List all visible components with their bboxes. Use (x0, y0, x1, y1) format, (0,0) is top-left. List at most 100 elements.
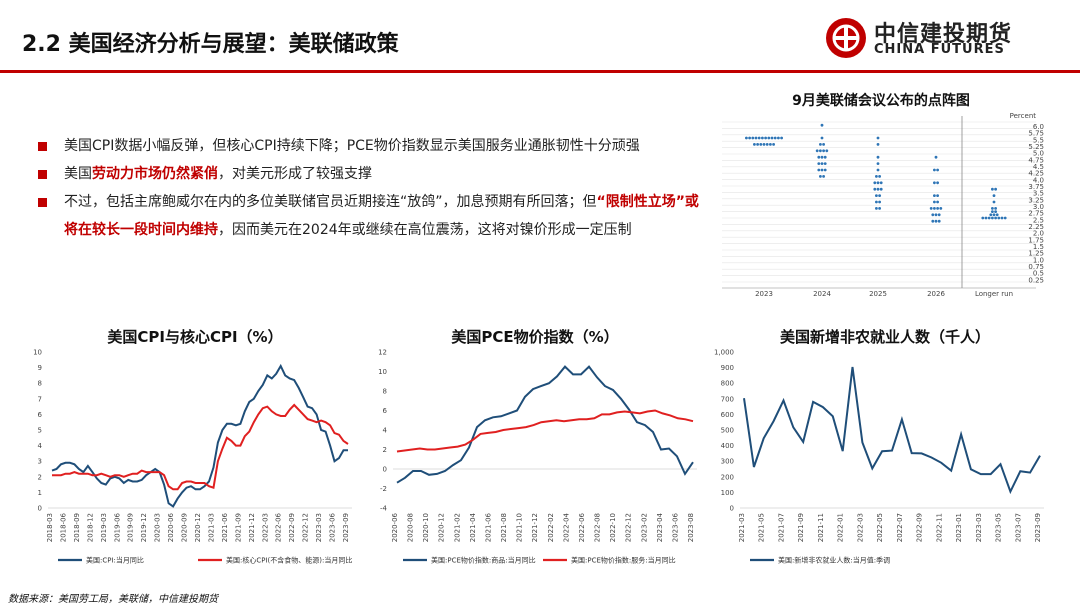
x-tick-label: 2023-03 (315, 513, 323, 542)
dot-plot-dot (931, 219, 935, 223)
x-tick-label: 2019-09 (127, 513, 135, 542)
dot-plot-y-tick: 4.75 (1028, 156, 1044, 164)
dot-plot-dot (984, 216, 988, 220)
y-tick-label: 800 (721, 380, 734, 388)
dot-plot-dot (994, 216, 997, 220)
dot-plot-x-tick: 2025 (869, 290, 887, 298)
dot-plot-dot (933, 194, 936, 197)
dot-plot-y-tick: 1.75 (1028, 236, 1044, 244)
bullet-square-icon (38, 170, 47, 179)
dot-plot-dot (939, 207, 943, 210)
dot-plot-dot (876, 168, 880, 172)
dot-plot-y-tick: 4.5 (1033, 163, 1044, 171)
x-tick-label: 2019-06 (113, 512, 121, 542)
legend-label: 美国:PCE物价指数:商品:当月同比 (431, 556, 536, 565)
dot-plot-dot (878, 175, 881, 178)
highlight-text: “限制性立场”或将在较长一段时间内维持 (64, 194, 699, 238)
y-tick-label: 600 (721, 411, 734, 419)
x-tick-label: 2022-06 (275, 512, 283, 542)
y-tick-label: 300 (721, 458, 734, 466)
bullet-item: 美国CPI数据小幅反弹，但核心CPI持续下降；PCE物价指数显示美国服务业通胀韧… (38, 132, 708, 160)
x-tick-label: 2021-03 (738, 513, 746, 542)
dot-plot-dot (989, 213, 993, 217)
dot-plot-dot (934, 213, 938, 217)
x-tick-label: 2022-11 (935, 513, 943, 542)
dot-plot-dot (997, 216, 1001, 220)
x-tick-label: 2020-09 (181, 513, 189, 542)
dot-plot-dot (764, 136, 767, 140)
dot-plot-dot (754, 136, 758, 140)
dot-plot-dot (748, 136, 751, 140)
x-tick-label: 2022-12 (625, 513, 633, 542)
dot-plot-dot (762, 143, 766, 146)
dot-plot-dot (823, 155, 827, 159)
dot-plot-dot (991, 207, 994, 210)
dot-plot-dot (878, 194, 881, 197)
dot-plot-dot (815, 149, 819, 153)
x-tick-label: 2022-10 (609, 513, 617, 542)
dot-plot-dot (876, 155, 880, 159)
dot-plot-dot (987, 216, 991, 220)
dot-plot-dot (1000, 216, 1004, 220)
dot-plot-dot (936, 207, 939, 210)
dot-plot-dot (817, 168, 821, 172)
dot-plot-dot (822, 149, 825, 153)
y-tick-label: 4 (383, 427, 388, 435)
y-tick-label: -4 (380, 505, 388, 513)
pce-chart: -4 -2 0 2 4 6 8 10 12 2020-06 2020-08 2020-10 2020-1… (378, 349, 697, 565)
dot-plot-dot (825, 149, 829, 153)
y-tick-label: 500 (721, 427, 734, 435)
bullet-text: ，因而美元在2024年或继续在高位震荡，这将对镍价形成一定压制 (218, 222, 632, 238)
dot-plot-dot (933, 168, 936, 172)
y-tick-label: 12 (378, 349, 387, 357)
dot-plot-y-tick: 1.5 (1033, 243, 1044, 251)
dot-plot-dot (770, 136, 774, 140)
dot-plot-dot (823, 168, 827, 172)
dot-plot-dot (876, 181, 880, 185)
dot-plot-dot (995, 213, 999, 217)
x-tick-label: 2023-04 (656, 512, 664, 542)
y-tick-label: 7 (38, 395, 42, 403)
x-tick-label: 2021-07 (777, 513, 785, 542)
dot-plot-dot (981, 216, 985, 220)
y-tick-label: 3 (38, 458, 42, 466)
y-tick-label: 8 (38, 380, 42, 388)
dot-plot-dot (875, 207, 878, 210)
x-tick-label: 2020-06 (391, 512, 399, 542)
y-tick-label: 200 (721, 473, 734, 481)
legend-label: 美国:新增非农就业人数:当月值:季调 (778, 556, 890, 565)
dot-plot-dot (777, 136, 780, 140)
y-tick-label: 10 (378, 368, 387, 376)
y-tick-label: 4 (38, 442, 43, 450)
x-tick-label: 2018-06 (59, 512, 67, 542)
dot-plot-dot (817, 155, 821, 159)
dot-plot-dot (876, 136, 880, 140)
dot-plot-dot (937, 213, 941, 217)
dot-plot: Percent6.05.755.55.255.04.754.54.254.03.… (722, 112, 1044, 298)
dot-plot-dot (745, 136, 748, 140)
dot-plot-y-tick: 5.75 (1028, 130, 1044, 138)
x-tick-label: 2021-02 (453, 513, 461, 542)
dot-plot-dot (820, 168, 824, 172)
dot-plot-dot (936, 168, 939, 172)
dot-plot-dot (772, 143, 775, 146)
x-tick-label: 2022-03 (856, 513, 864, 542)
x-tick-label: 2021-09 (797, 513, 805, 542)
y-tick-label: 2 (383, 446, 387, 454)
x-tick-label: 2022-03 (261, 513, 269, 542)
cpi-chart-title: 美国CPI与核心CPI（%） (107, 328, 283, 346)
x-tick-label: 2021-09 (234, 513, 242, 542)
series-line (396, 409, 694, 453)
dot-plot-y-tick: 3.25 (1028, 196, 1044, 204)
x-tick-label: 2022-02 (547, 513, 555, 542)
dot-plot-dot (931, 213, 935, 217)
x-tick-label: 2023-06 (329, 512, 337, 542)
bullet-text: 不过，包括主席鲍威尔在内的多位美联储官员近期接连“放鸽”，加息预期有所回落；但 (64, 194, 597, 210)
x-tick-label: 2023-03 (975, 513, 983, 542)
bullet-text: 美国 (64, 166, 92, 182)
x-tick-label: 2020-12 (438, 513, 446, 542)
dot-plot-y-tick: 4.0 (1033, 176, 1044, 184)
dot-plot-dot (991, 187, 994, 191)
x-tick-label: 2018-12 (86, 513, 94, 542)
dot-plot-dot (767, 136, 771, 140)
